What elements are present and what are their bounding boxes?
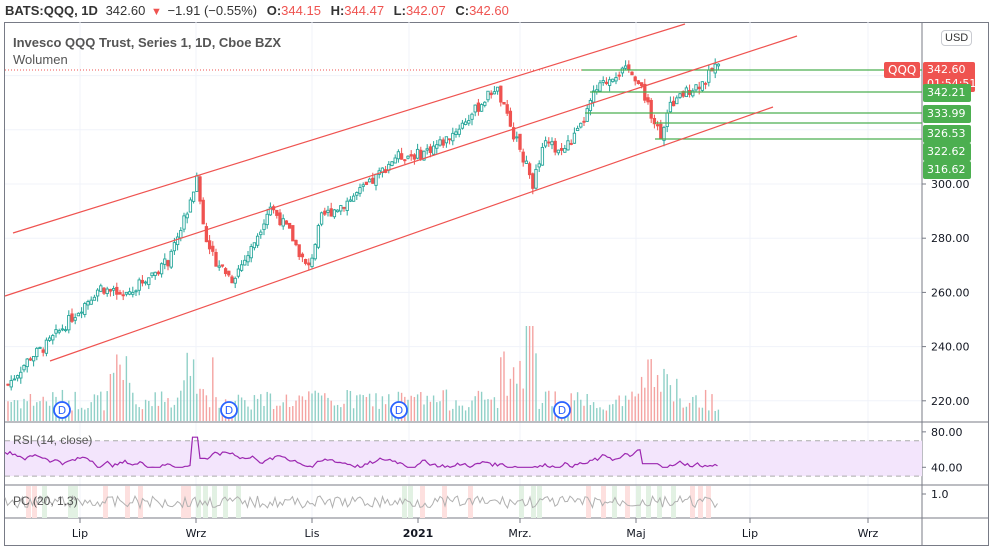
level-price-tag: 316.62 — [923, 161, 971, 179]
high-value: 344.47 — [344, 3, 385, 18]
last-price-tag-value: 342.60 — [927, 63, 966, 76]
last-price: 342.60 — [105, 3, 146, 18]
high-label: H: — [330, 3, 345, 18]
down-arrow-icon: ▼ — [150, 6, 162, 18]
time-tick: Mrz. — [508, 527, 531, 540]
svg-text:80.00: 80.00 — [931, 426, 963, 439]
currency-button[interactable]: USD — [941, 30, 973, 46]
level-price-tag: 333.99 — [923, 105, 971, 123]
price-tick: 220.00 — [931, 395, 970, 408]
dividend-marker-icon[interactable]: D — [553, 401, 571, 419]
level-price-tag: 326.53 — [923, 125, 971, 143]
pc-legend[interactable]: PC (20, 1.3) — [13, 494, 78, 508]
price-tick: 300.00 — [931, 178, 970, 191]
symbol-label[interactable]: BATS:QQQ, 1D — [5, 3, 98, 18]
close-label: C: — [455, 3, 470, 18]
time-tick: Lip — [742, 527, 758, 540]
svg-text:D: D — [58, 404, 66, 417]
open-label: O: — [266, 3, 282, 18]
price-tick: 260.00 — [931, 286, 970, 299]
time-tick: Wrz — [186, 527, 207, 540]
time-tick: Maj — [626, 527, 645, 540]
price-tick: 240.00 — [931, 341, 970, 354]
dividend-marker-icon[interactable]: D — [53, 401, 71, 419]
time-tick: Lip — [72, 527, 88, 540]
volume-legend[interactable]: Wolumen — [13, 52, 68, 67]
time-tick: Lis — [305, 527, 320, 540]
study-legend: Invesco QQQ Trust, Series 1, 1D, Cboe BZ… — [13, 34, 281, 68]
close-value: 342.60 — [469, 3, 509, 18]
svg-text:D: D — [558, 404, 566, 417]
low-value: 342.07 — [405, 3, 446, 18]
rsi-legend[interactable]: RSI (14, close) — [13, 433, 93, 447]
level-price-tag: 322.62 — [923, 143, 971, 161]
low-label: L: — [393, 3, 406, 18]
price-tick: 280.00 — [931, 232, 970, 245]
symbol-price-tag: QQQ — [884, 62, 921, 78]
level-price-tag: 342.21 — [923, 84, 971, 102]
chart-frame — [4, 22, 989, 546]
open-value: 344.15 — [281, 3, 321, 18]
dividend-marker-icon[interactable]: D — [390, 401, 408, 419]
time-tick: Wrz — [858, 527, 879, 540]
svg-text:D: D — [395, 404, 403, 417]
svg-text:D: D — [225, 404, 233, 417]
dividend-marker-icon[interactable]: D — [220, 401, 238, 419]
time-tick: 2021 — [403, 527, 434, 540]
svg-text:1.0: 1.0 — [931, 488, 949, 501]
series-title[interactable]: Invesco QQQ Trust, Series 1, 1D, Cboe BZ… — [13, 35, 282, 50]
ohlc-legend: BATS:QQQ, 1D 342.60 ▼ −1.91 (−0.55%) O:3… — [5, 2, 509, 21]
price-change: −1.91 (−0.55%) — [167, 3, 258, 18]
svg-text:40.00: 40.00 — [931, 461, 963, 474]
